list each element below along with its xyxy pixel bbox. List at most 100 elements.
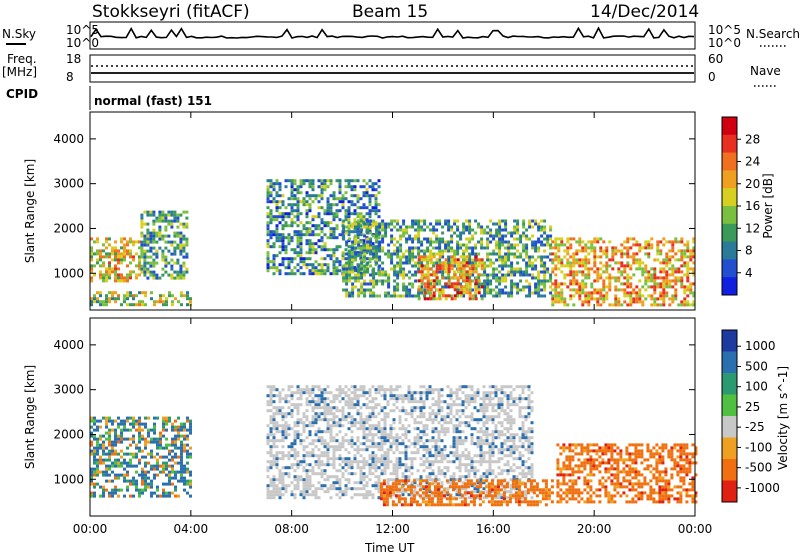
heatmap-cell (620, 273, 624, 277)
heatmap-cell (99, 303, 102, 307)
heatmap-cell (432, 291, 436, 295)
heatmap-cell (278, 233, 282, 237)
heatmap-cell (90, 452, 93, 456)
heatmap-cell (680, 249, 684, 253)
heatmap-cell (144, 422, 147, 426)
heatmap-cell (96, 437, 99, 441)
heatmap-cell (377, 436, 381, 440)
heatmap-cell (305, 200, 309, 204)
heatmap-cell (513, 282, 517, 286)
heatmap-cell (311, 490, 315, 494)
heatmap-cell (153, 431, 156, 435)
heatmap-cell (359, 221, 363, 225)
heatmap-cell (434, 388, 438, 392)
heatmap-cell (132, 422, 135, 426)
heatmap-cell (293, 457, 297, 461)
heatmap-cell (150, 297, 153, 301)
heatmap-cell (540, 225, 544, 229)
heatmap-cell (470, 460, 474, 464)
heatmap-cell (396, 228, 400, 232)
heatmap-cell (317, 245, 321, 249)
heatmap-cell (563, 249, 567, 253)
heatmap-cell (380, 436, 384, 440)
heatmap-cell (326, 212, 330, 216)
heatmap-cell (453, 288, 457, 292)
heatmap-cell (386, 403, 390, 407)
heatmap-cell (501, 264, 505, 268)
heatmap-cell (656, 240, 660, 244)
heatmap-cell (513, 255, 517, 259)
heatmap-cell (167, 273, 171, 277)
heatmap-cell (344, 478, 348, 482)
heatmap-cell (168, 464, 171, 468)
heatmap-cell (141, 473, 144, 477)
heatmap-cell (108, 452, 111, 456)
heatmap-cell (441, 264, 445, 268)
heatmap-cell (290, 427, 294, 431)
heatmap-cell (114, 240, 117, 244)
heatmap-cell (404, 454, 408, 458)
heatmap-cell (441, 237, 445, 241)
heatmap-cell (635, 261, 639, 265)
heatmap-cell (477, 264, 481, 268)
heatmap-cell (171, 425, 174, 429)
heatmap-cell (296, 200, 300, 204)
heatmap-cell (416, 439, 420, 443)
heatmap-cell (396, 240, 400, 244)
heatmap-cell (308, 469, 312, 473)
heatmap-cell (480, 282, 484, 286)
heatmap-cell (287, 445, 291, 449)
heatmap-cell (275, 239, 279, 243)
heatmap-cell (317, 430, 321, 434)
heatmap-cell (371, 442, 375, 446)
heatmap-cell (443, 415, 447, 419)
heatmap-cell (674, 252, 678, 256)
heatmap-cell (560, 258, 564, 262)
heatmap-cell (519, 267, 523, 271)
heatmap-cell (359, 185, 363, 189)
heatmap-cell (396, 255, 400, 259)
heatmap-cell (296, 481, 300, 485)
heatmap-cell (344, 218, 348, 222)
heatmap-cell (429, 237, 433, 241)
heatmap-cell (522, 231, 526, 235)
heatmap-cell (296, 397, 300, 401)
heatmap-cell (428, 385, 432, 389)
heatmap-cell (584, 261, 588, 265)
heatmap-cell (389, 397, 393, 401)
heatmap-cell (305, 409, 309, 413)
heatmap-cell (516, 231, 520, 235)
heatmap-cell (308, 484, 312, 488)
heatmap-cell (462, 264, 466, 268)
heatmap-cell (350, 248, 354, 252)
heatmap-cell (395, 385, 399, 389)
heatmap-cell (504, 252, 508, 256)
heatmap-cell (477, 258, 481, 262)
heatmap-cell (302, 412, 306, 416)
heatmap-cell (410, 394, 414, 398)
heatmap-cell (629, 264, 633, 268)
heatmap-cell (290, 257, 294, 261)
heatmap-cell (164, 225, 168, 229)
heatmap-cell (447, 270, 451, 274)
heatmap-cell (179, 246, 183, 250)
heatmap-cell (459, 273, 463, 277)
heatmap-cell (480, 267, 484, 271)
heatmap-cell (650, 303, 654, 307)
heatmap-cell (272, 385, 276, 389)
heatmap-cell (432, 246, 436, 250)
heatmap-cell (344, 257, 348, 261)
heatmap-cell (407, 475, 411, 479)
heatmap-cell (525, 246, 529, 250)
heatmap-cell (465, 228, 469, 232)
heatmap-cell (165, 473, 168, 477)
heatmap-cell (173, 246, 177, 250)
heatmap-cell (144, 464, 147, 468)
heatmap-cell (323, 182, 327, 186)
heatmap-cell (504, 255, 508, 259)
heatmap-cell (614, 300, 618, 304)
heatmap-cell (402, 288, 406, 292)
heatmap-cell (275, 194, 279, 198)
heatmap-cell (411, 249, 415, 253)
